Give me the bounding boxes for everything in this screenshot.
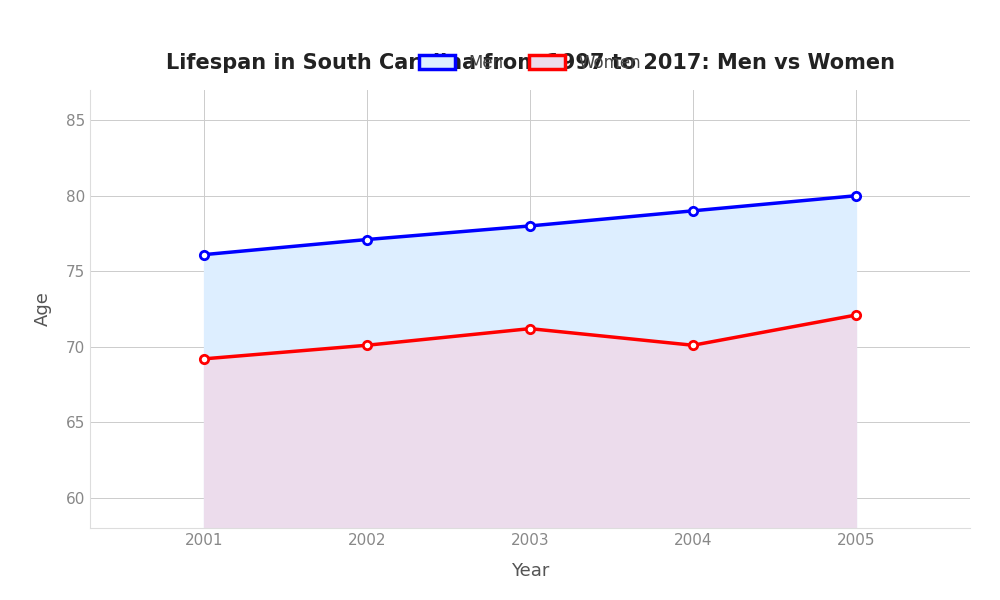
X-axis label: Year: Year <box>511 562 549 580</box>
Legend: Men, Women: Men, Women <box>410 46 650 80</box>
Title: Lifespan in South Carolina from 1997 to 2017: Men vs Women: Lifespan in South Carolina from 1997 to … <box>166 53 895 73</box>
Y-axis label: Age: Age <box>34 292 52 326</box>
